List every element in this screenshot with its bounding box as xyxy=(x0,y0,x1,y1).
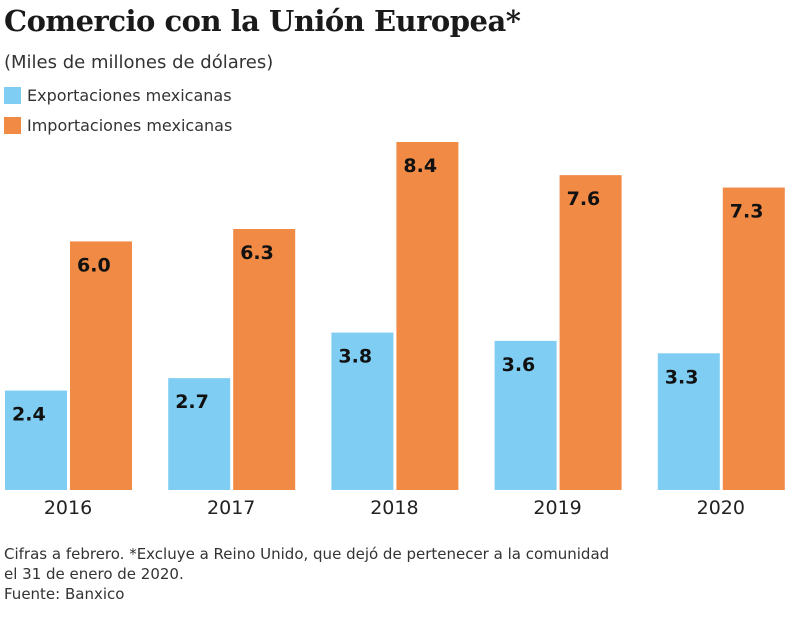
bar-imports-2019 xyxy=(559,175,622,490)
data-label-imports-2020: 7.3 xyxy=(730,201,764,223)
data-label-exports-2017: 2.7 xyxy=(175,391,209,413)
legend-item-imports: Importaciones mexicanas xyxy=(4,116,232,135)
x-tick-label-2018: 2018 xyxy=(370,497,418,519)
data-label-exports-2019: 3.6 xyxy=(502,354,536,376)
footnote-line-1: Cifras a febrero. *Excluye a Reino Unido… xyxy=(4,545,610,563)
x-tick-label-2020: 2020 xyxy=(697,497,745,519)
bar-imports-2020 xyxy=(722,187,785,491)
legend-item-exports: Exportaciones mexicanas xyxy=(4,86,232,105)
bar-exports-2018 xyxy=(331,332,394,490)
bar-exports-2017 xyxy=(168,378,231,490)
data-label-imports-2018: 8.4 xyxy=(403,155,437,177)
data-label-imports-2017: 6.3 xyxy=(240,242,274,264)
legend-label-imports: Importaciones mexicanas xyxy=(27,116,233,135)
x-tick-label-2017: 2017 xyxy=(207,497,255,519)
chart-subtitle: (Miles de millones de dólares) xyxy=(4,52,274,73)
bar-imports-2016 xyxy=(70,241,132,490)
legend-swatch-imports xyxy=(4,117,21,134)
bar-chart: 2.4 6.0 2016 2.7 6.3 2017 3.8 8.4 2018 3.6 7.6 2019… xyxy=(5,142,785,519)
legend-swatch-exports xyxy=(4,87,21,104)
bar-imports-2017 xyxy=(233,229,296,490)
bar-exports-2019 xyxy=(494,340,557,490)
data-label-exports-2016: 2.4 xyxy=(12,404,46,426)
data-label-exports-2020: 3.3 xyxy=(665,366,699,388)
source-note: Fuente: Banxico xyxy=(4,585,125,603)
data-label-exports-2018: 3.8 xyxy=(338,346,372,368)
x-tick-label-2016: 2016 xyxy=(44,497,92,519)
legend-label-exports: Exportaciones mexicanas xyxy=(27,86,232,105)
chart-title: Comercio con la Unión Europea* xyxy=(4,4,521,38)
footnote-line-2: el 31 de enero de 2020. xyxy=(4,565,184,583)
bar-exports-2020 xyxy=(657,353,720,490)
bar-exports-2016 xyxy=(5,390,67,490)
x-tick-label-2019: 2019 xyxy=(533,497,581,519)
bar-imports-2018 xyxy=(396,142,459,490)
data-label-imports-2019: 7.6 xyxy=(567,188,601,210)
data-label-imports-2016: 6.0 xyxy=(77,254,111,276)
